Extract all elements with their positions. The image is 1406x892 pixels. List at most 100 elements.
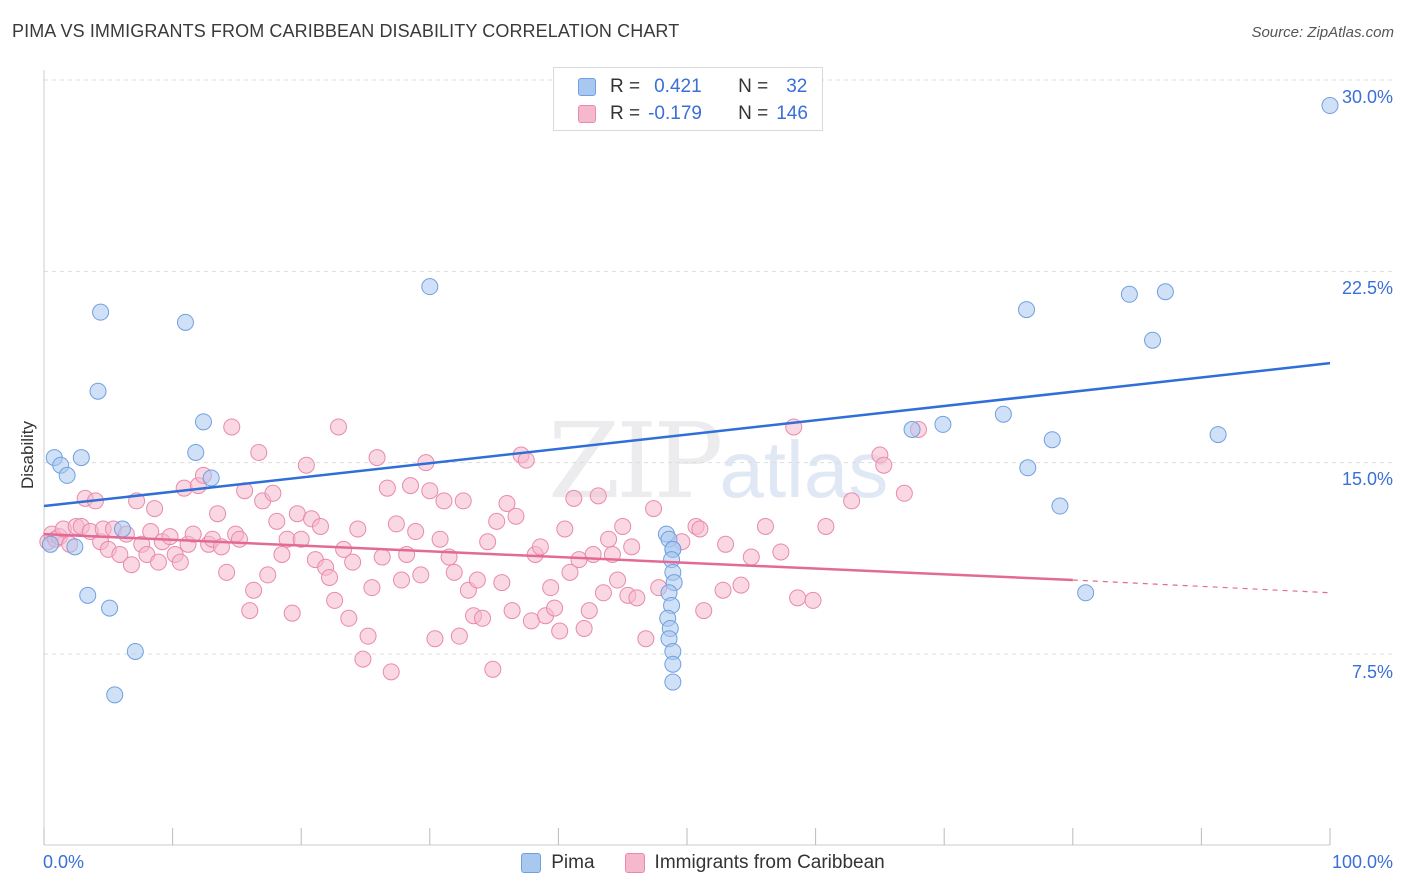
caribbean-point: [695, 602, 713, 620]
pima-n-label: N =: [738, 76, 769, 97]
caribbean-point: [387, 515, 405, 533]
caribbean-point: [259, 566, 277, 584]
caribbean-point: [335, 540, 353, 558]
caribbean-point: [340, 609, 358, 627]
legend-item-pima[interactable]: Pima: [521, 852, 595, 874]
caribbean-point: [488, 512, 506, 530]
caribbean-point: [245, 581, 263, 599]
caribbean-point: [250, 443, 268, 461]
caribbean-point: [354, 650, 372, 668]
caribbean-point: [628, 589, 646, 607]
caribbean-point: [645, 500, 663, 518]
caribbean-point: [431, 530, 449, 548]
caribbean-point: [445, 563, 463, 581]
pima-point: [1120, 285, 1138, 303]
legend-caribbean-swatch: [624, 853, 645, 873]
pima-point: [187, 443, 205, 461]
caribbean-point: [474, 609, 492, 627]
legend-item-caribbean[interactable]: Immigrants from Caribbean: [624, 852, 885, 874]
caribbean-point: [609, 571, 627, 589]
caribbean-point: [732, 576, 750, 594]
caribbean-point: [542, 579, 560, 597]
caribbean-point: [344, 553, 362, 571]
caribbean-point: [149, 553, 167, 571]
pima-n-value: 32: [786, 76, 808, 97]
pima-point: [1018, 301, 1036, 319]
caribbean-point: [230, 530, 248, 548]
caribbean-point: [691, 520, 709, 538]
caribbean-point: [498, 494, 516, 512]
legend-row-caribbean: R = -0.179 N = 146: [578, 102, 808, 126]
caribbean-point: [382, 663, 400, 681]
caribbean-point: [756, 517, 774, 535]
pima-point: [66, 538, 84, 556]
pima-point: [41, 535, 59, 553]
pima-point: [89, 382, 107, 400]
caribbean-point: [484, 660, 502, 678]
caribbean-point: [122, 556, 140, 574]
caribbean-point: [218, 563, 236, 581]
caribbean-point: [717, 535, 735, 553]
caribbean-point: [454, 492, 472, 510]
caribbean-point: [268, 512, 286, 530]
pima-point: [994, 405, 1012, 423]
caribbean-point: [320, 568, 338, 586]
caribbean-point: [368, 449, 386, 467]
pima-point: [1019, 459, 1037, 477]
caribbean-point: [875, 456, 893, 474]
y-tick-label-30: 30.0%: [1341, 87, 1393, 107]
pima-point: [92, 303, 110, 321]
y-tick-label-7-5: 7.5%: [1351, 662, 1393, 682]
pima-point: [664, 673, 682, 691]
pima-point: [79, 586, 97, 604]
caribbean-trend-extension: [1072, 579, 1331, 594]
caribbean-point: [223, 418, 241, 436]
caribbean-point: [522, 612, 540, 630]
pima-point: [58, 466, 76, 484]
pima-point: [1321, 97, 1339, 115]
caribbean-point: [311, 517, 329, 535]
caribbean-point: [614, 517, 632, 535]
caribbean-point: [507, 507, 525, 525]
caribbean-point: [175, 479, 193, 497]
x-tick-label-left: 0.0%: [43, 852, 85, 872]
caribbean-point: [209, 505, 227, 523]
caribbean-point: [363, 579, 381, 597]
pima-point: [1156, 283, 1174, 301]
caribbean-point: [283, 604, 301, 622]
caribbean-swatch: [578, 105, 596, 123]
caribbean-point: [789, 589, 807, 607]
caribbean-point: [623, 538, 641, 556]
caribbean-point: [241, 602, 259, 620]
pima-point: [421, 278, 439, 296]
caribbean-point: [359, 627, 377, 645]
pima-point: [126, 642, 144, 660]
caribbean-r-label: R =: [610, 103, 641, 124]
pima-point: [72, 449, 90, 467]
series-legend: Pima Immigrants from Caribbean: [0, 852, 1406, 874]
caribbean-point: [407, 523, 425, 541]
caribbean-point: [600, 530, 618, 548]
pima-point: [202, 469, 220, 487]
pima-point: [1051, 497, 1069, 515]
pima-r-label: R =: [610, 76, 641, 97]
caribbean-point: [589, 487, 607, 505]
caribbean-point: [517, 451, 535, 469]
caribbean-point: [561, 563, 579, 581]
caribbean-point: [161, 528, 179, 546]
caribbean-point: [378, 479, 396, 497]
caribbean-point: [556, 520, 574, 538]
pima-trend-line: [43, 361, 1331, 508]
caribbean-trend-line: [43, 532, 1073, 582]
caribbean-point: [714, 581, 732, 599]
caribbean-point: [292, 530, 310, 548]
caribbean-point: [531, 538, 549, 556]
watermark-atlas: atlas: [719, 425, 889, 514]
caribbean-point: [273, 546, 291, 564]
caribbean-point: [551, 622, 569, 640]
pima-point: [113, 520, 131, 538]
caribbean-point: [493, 574, 511, 592]
x-tick-label-right: 100.0%: [1331, 852, 1393, 872]
caribbean-point: [580, 602, 598, 620]
